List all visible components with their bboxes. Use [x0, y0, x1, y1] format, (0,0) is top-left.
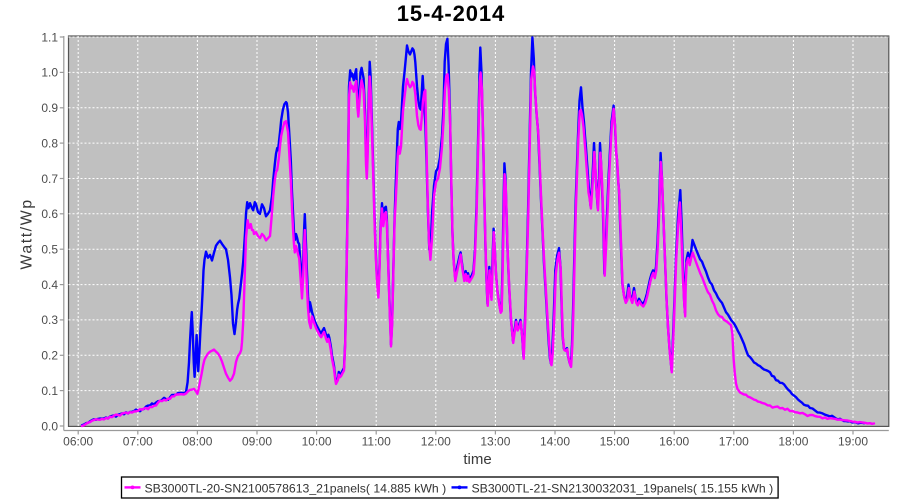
svg-text:1.0: 1.0 [41, 66, 58, 80]
svg-text:0.9: 0.9 [41, 101, 58, 115]
svg-text:15:00: 15:00 [600, 435, 630, 449]
svg-text:12:00: 12:00 [421, 435, 451, 449]
svg-text:11:00: 11:00 [362, 435, 391, 449]
svg-text:0.2: 0.2 [41, 349, 58, 363]
svg-text:0.7: 0.7 [41, 172, 58, 186]
svg-text:0.6: 0.6 [41, 207, 58, 221]
svg-text:SB3000TL-20-SN2100578613_21pan: SB3000TL-20-SN2100578613_21panels( 14.88… [145, 481, 447, 495]
svg-text:13:00: 13:00 [480, 435, 510, 449]
svg-text:time: time [463, 451, 491, 468]
svg-text:07:00: 07:00 [123, 435, 153, 449]
svg-text:18:00: 18:00 [778, 435, 808, 449]
svg-text:17:00: 17:00 [719, 435, 749, 449]
svg-text:10:00: 10:00 [302, 435, 332, 449]
svg-text:Watt/Wp: Watt/Wp [19, 198, 36, 269]
svg-text:0.8: 0.8 [41, 136, 58, 150]
svg-text:19:00: 19:00 [838, 435, 868, 449]
svg-text:0.3: 0.3 [41, 313, 58, 327]
svg-text:14:00: 14:00 [540, 435, 570, 449]
svg-text:SB3000TL-21-SN2130032031_19pan: SB3000TL-21-SN2130032031_19panels( 15.15… [472, 481, 774, 495]
svg-text:08:00: 08:00 [182, 435, 212, 449]
svg-text:0.5: 0.5 [41, 243, 58, 257]
svg-text:15-4-2014: 15-4-2014 [397, 1, 505, 26]
svg-text:16:00: 16:00 [659, 435, 689, 449]
svg-text:1.1: 1.1 [41, 30, 58, 44]
svg-text:06:00: 06:00 [63, 435, 93, 449]
svg-text:0.0: 0.0 [41, 419, 58, 433]
svg-text:0.4: 0.4 [41, 278, 58, 292]
svg-text:0.1: 0.1 [41, 384, 58, 398]
svg-text:09:00: 09:00 [242, 435, 272, 449]
